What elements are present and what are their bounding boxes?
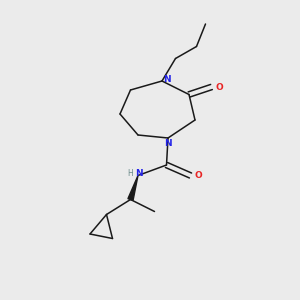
Text: N: N [164, 139, 172, 148]
Polygon shape [128, 176, 138, 200]
Text: O: O [194, 171, 202, 180]
Text: H: H [128, 169, 134, 178]
Text: N: N [135, 169, 142, 178]
Text: O: O [215, 82, 223, 91]
Text: N: N [163, 75, 171, 84]
